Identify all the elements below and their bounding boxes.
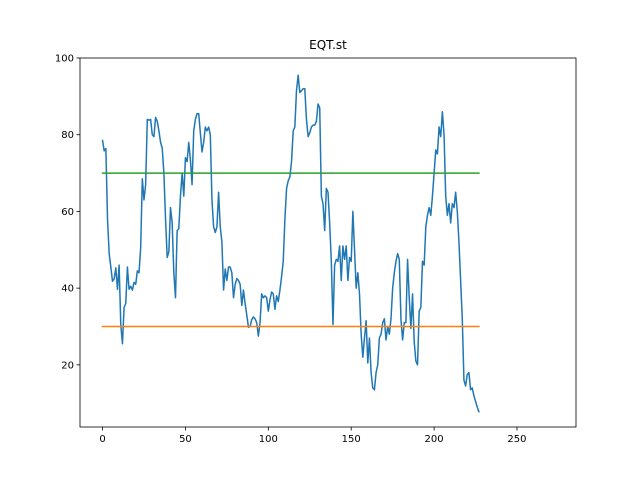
axes-frame [79,57,577,428]
y-tick-label: 60 [61,207,74,218]
x-tick-label: 0 [99,434,105,445]
chart-title: EQT.st [309,38,347,52]
y-tick-label: 20 [61,360,74,371]
x-tick-label: 100 [259,434,278,445]
axes: 0 50 100 150 200 250 20 40 60 80 100 [55,54,577,445]
x-tick-label: 50 [179,434,192,445]
y-tick-label: 80 [61,130,74,141]
x-tick-label: 200 [425,434,444,445]
y-tick-label: 100 [55,54,74,65]
series-line [101,74,480,413]
x-tick-label: 150 [342,434,361,445]
plot-area [101,74,480,413]
y-tick-label: 40 [61,284,74,295]
x-tick-label: 250 [507,434,526,445]
